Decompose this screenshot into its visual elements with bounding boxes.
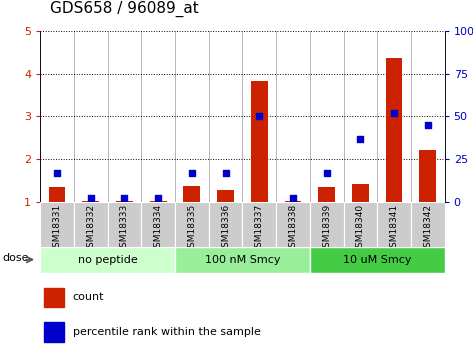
Text: GSM18342: GSM18342 — [423, 204, 432, 253]
Point — [188, 170, 196, 176]
Text: no peptide: no peptide — [78, 255, 138, 265]
Point — [121, 196, 128, 201]
Text: GSM18337: GSM18337 — [255, 204, 264, 253]
Point — [323, 170, 331, 176]
Bar — [385, 58, 403, 202]
Bar — [343, 202, 377, 247]
Bar — [184, 186, 200, 202]
Text: GSM18334: GSM18334 — [154, 204, 163, 253]
Bar — [141, 202, 175, 247]
Text: GSM18333: GSM18333 — [120, 204, 129, 253]
Bar — [420, 150, 436, 202]
Point — [289, 196, 297, 201]
Bar — [310, 202, 343, 247]
Bar — [49, 187, 65, 202]
Text: GDS658 / 96089_at: GDS658 / 96089_at — [50, 1, 198, 17]
Bar — [285, 201, 301, 202]
Bar — [116, 201, 133, 202]
Text: GSM18331: GSM18331 — [53, 204, 61, 253]
Bar — [352, 184, 369, 202]
Bar — [242, 202, 276, 247]
Bar — [318, 187, 335, 202]
Text: GSM18335: GSM18335 — [187, 204, 196, 253]
Text: percentile rank within the sample: percentile rank within the sample — [72, 327, 261, 337]
Text: GSM18332: GSM18332 — [86, 204, 95, 253]
Text: GSM18336: GSM18336 — [221, 204, 230, 253]
Point — [390, 110, 398, 116]
Point — [222, 170, 229, 176]
Point — [255, 114, 263, 119]
Text: count: count — [72, 293, 104, 302]
Bar — [251, 81, 268, 202]
Bar — [44, 322, 64, 342]
Bar — [44, 288, 64, 307]
Bar — [209, 202, 242, 247]
Point — [87, 196, 95, 201]
Bar — [276, 202, 310, 247]
Bar — [82, 201, 99, 202]
Text: GSM18339: GSM18339 — [322, 204, 331, 253]
Bar — [175, 247, 310, 273]
Text: 10 uM Smcy: 10 uM Smcy — [343, 255, 412, 265]
Bar — [40, 247, 175, 273]
Point — [424, 122, 431, 128]
Bar — [411, 202, 445, 247]
Text: GSM18341: GSM18341 — [390, 204, 399, 253]
Point — [154, 196, 162, 201]
Text: dose: dose — [2, 253, 28, 263]
Point — [357, 136, 364, 141]
Bar — [108, 202, 141, 247]
Bar — [217, 190, 234, 202]
Text: 100 nM Smcy: 100 nM Smcy — [205, 255, 280, 265]
Bar — [40, 202, 74, 247]
Text: GSM18338: GSM18338 — [289, 204, 298, 253]
Point — [53, 170, 61, 176]
Bar — [175, 202, 209, 247]
Bar — [74, 202, 107, 247]
Bar — [377, 202, 411, 247]
Text: GSM18340: GSM18340 — [356, 204, 365, 253]
Bar — [150, 201, 166, 202]
Bar — [310, 247, 445, 273]
